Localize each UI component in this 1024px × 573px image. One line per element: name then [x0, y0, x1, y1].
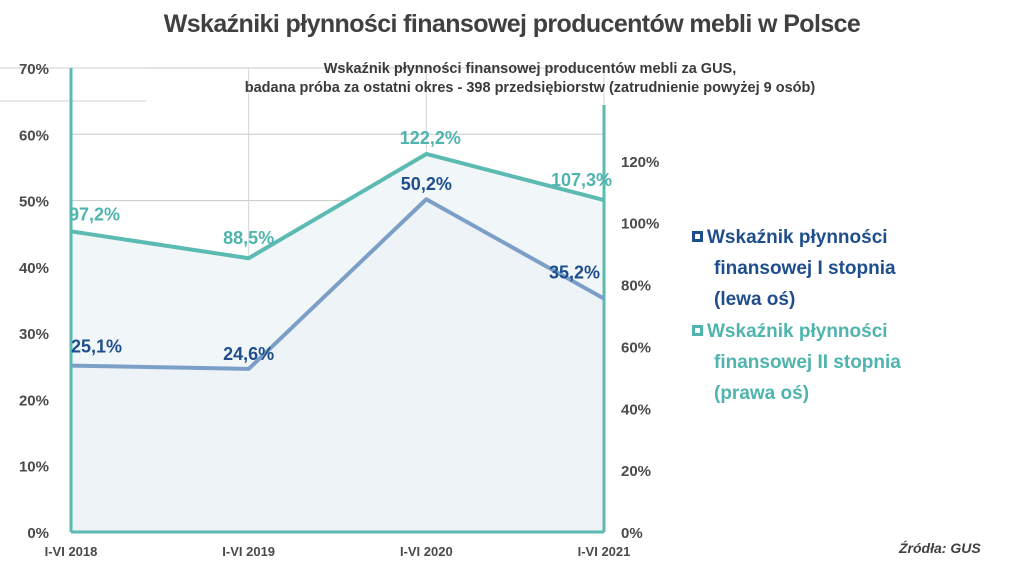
subtitle-line-1: badana próba za ostatni okres - 398 prze… — [245, 80, 816, 96]
data-label-s1-2: 50,2% — [401, 174, 452, 194]
line-series-2 — [70, 151, 605, 261]
legend-2-line-3: (prawa oś) — [714, 383, 810, 404]
x-tick-3: I-VI 2021 — [578, 544, 631, 559]
source-note: Źródła: GUS — [899, 540, 981, 556]
data-labels: 25,1% 24,6% 50,2% 35,2% 97,2% 88,5% 122,2% 107,… — [69, 128, 612, 364]
legend-marker-2-icon — [692, 325, 703, 336]
right-tick-2: 40% — [621, 401, 651, 418]
right-tick-1: 20% — [621, 463, 651, 480]
legend-1-line-3: (lewa oś) — [714, 289, 796, 310]
left-tick-5: 50% — [19, 194, 49, 211]
left-tick-0: 0% — [27, 525, 49, 542]
right-tick-3: 60% — [621, 339, 651, 356]
left-tick-6: 60% — [19, 127, 49, 144]
data-label-s1-3: 35,2% — [549, 263, 600, 283]
series-lines — [70, 151, 605, 371]
data-label-s2-0: 97,2% — [69, 204, 120, 224]
data-label-s2-1: 88,5% — [223, 228, 274, 248]
right-tick-0: 0% — [621, 525, 643, 542]
left-tick-4: 40% — [19, 260, 49, 277]
area-series-1 — [71, 199, 604, 532]
left-tick-2: 20% — [19, 392, 49, 409]
chart-title: Wskaźniki płynności finansowej producent… — [163, 10, 861, 38]
chart-subtitle: Wskaźnik płynności finansowej producentó… — [245, 61, 816, 96]
tick-labels: 0% 10% 20% 30% 40% 50% 60% 70% 0% 20% 40% 60% 80% 100… — [19, 61, 659, 559]
line-series-1 — [70, 197, 605, 371]
x-tick-0: I-VI 2018 — [45, 544, 98, 559]
data-label-s1-0: 25,1% — [71, 337, 122, 357]
legend-marker-1-icon — [692, 231, 703, 242]
right-tick-5: 100% — [621, 216, 659, 233]
x-tick-1: I-VI 2019 — [222, 544, 275, 559]
axes — [69, 68, 606, 534]
legend-series-2: Wskaźnik płynności finansowej II stopnia… — [692, 316, 1012, 409]
data-label-s2-3: 107,3% — [551, 170, 612, 190]
left-tick-1: 10% — [19, 459, 49, 476]
right-tick-4: 80% — [621, 278, 651, 295]
left-tick-7: 70% — [19, 61, 49, 78]
legend-series-1: Wskaźnik płynności finansowej I stopnia … — [692, 222, 1012, 315]
subtitle-line-0: Wskaźnik płynności finansowej producentó… — [324, 61, 737, 77]
legend-2-line-1: Wskaźnik płynności — [707, 321, 888, 342]
x-tick-2: I-VI 2020 — [400, 544, 453, 559]
area-fill — [71, 153, 604, 532]
legend-1-line-1: Wskaźnik płynności — [707, 227, 888, 248]
data-label-s2-2: 122,2% — [400, 128, 461, 148]
legend-1-line-2: finansowej I stopnia — [714, 258, 896, 279]
left-tick-3: 30% — [19, 326, 49, 343]
legend-2-line-2: finansowej II stopnia — [714, 352, 901, 373]
right-tick-6: 120% — [621, 154, 659, 171]
data-label-s1-1: 24,6% — [223, 344, 274, 364]
